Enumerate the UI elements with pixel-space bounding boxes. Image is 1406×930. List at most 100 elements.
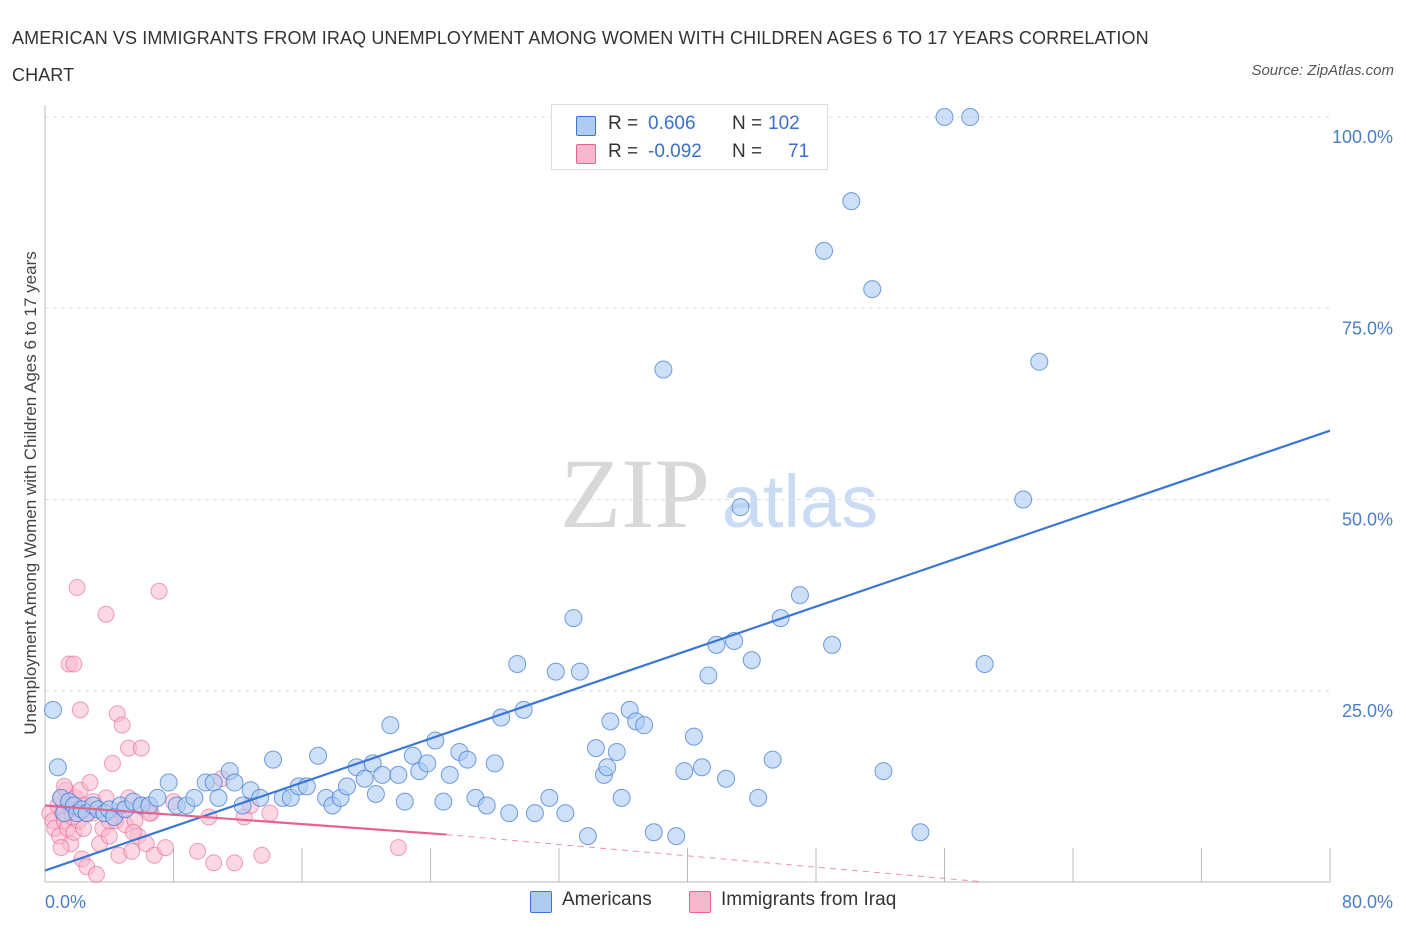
american-point	[477, 796, 496, 815]
american-point	[525, 804, 544, 823]
american-point	[556, 804, 575, 823]
american-point	[586, 739, 605, 758]
american-point	[863, 280, 882, 299]
iraq-point	[97, 605, 115, 623]
legend-swatch-blue	[576, 116, 596, 136]
american-point	[337, 777, 356, 796]
american-point	[148, 788, 167, 807]
american-point	[823, 635, 842, 654]
legend-label-americans: Americans	[562, 889, 652, 910]
american-point	[607, 742, 626, 761]
american-point	[731, 498, 750, 517]
source-credit: Source: ZipAtlas.com	[1251, 62, 1394, 79]
correlation-legend: R = 0.606 N = 102 R = -0.092 N = 71	[551, 104, 828, 170]
american-point	[395, 792, 414, 811]
y-tick-label: 75.0%	[1342, 318, 1393, 338]
american-point	[654, 360, 673, 379]
american-point	[612, 788, 631, 807]
american-point	[675, 762, 694, 781]
american-point	[44, 700, 63, 719]
american-point	[717, 769, 736, 788]
n-label: N =	[732, 141, 763, 162]
american-point	[1030, 352, 1049, 371]
american-point	[911, 823, 930, 842]
american-point	[209, 788, 228, 807]
n-value: 102	[768, 113, 800, 134]
american-point	[842, 192, 861, 211]
american-point	[763, 750, 782, 769]
iraq-points	[41, 578, 407, 883]
american-point	[564, 609, 583, 628]
american-point	[355, 769, 374, 788]
american-point	[692, 758, 711, 777]
american-point	[204, 773, 223, 792]
y-tick-label: 25.0%	[1342, 701, 1393, 721]
american-point	[707, 635, 726, 654]
iraq-point	[189, 842, 207, 860]
grid-lines	[45, 116, 1330, 692]
american-point	[403, 746, 422, 765]
american-point	[381, 716, 400, 735]
iraq-point	[68, 578, 86, 596]
iraq-point	[103, 754, 121, 772]
iraq-point	[123, 842, 141, 860]
american-point	[874, 762, 893, 781]
iraq-point	[71, 701, 89, 719]
american-point	[644, 823, 663, 842]
american-point	[935, 108, 954, 126]
american-point	[418, 754, 437, 773]
r-value: 0.606	[648, 113, 696, 134]
axes	[44, 105, 1331, 883]
iraq-point	[87, 865, 105, 883]
american-point	[578, 827, 597, 846]
trend-lines	[44, 429, 1331, 883]
american-point	[366, 785, 385, 804]
y-axis-label: Unemployment Among Women with Children A…	[21, 251, 40, 735]
american-point	[961, 108, 980, 126]
american-point	[225, 773, 244, 792]
iraq-point	[156, 839, 174, 857]
legend-label-iraq: Immigrants from Iraq	[721, 889, 897, 910]
american-point	[540, 788, 559, 807]
american-point	[185, 788, 204, 807]
iraq-point	[261, 804, 279, 822]
iraq-trend-line	[44, 804, 447, 836]
iraq-trend-extension	[446, 834, 985, 883]
watermark: ZIP atlas	[560, 438, 878, 549]
american-point	[508, 654, 527, 673]
american-point	[440, 765, 459, 784]
series-legend: Americans Immigrants from Iraq	[0, 888, 1406, 918]
iraq-point	[205, 854, 223, 872]
n-label: N =	[732, 113, 763, 134]
american-point	[742, 651, 761, 670]
american-point	[975, 654, 994, 673]
american-point	[598, 758, 617, 777]
american-point	[749, 788, 768, 807]
iraq-point	[65, 655, 83, 673]
american-point	[500, 804, 519, 823]
american-point	[309, 746, 328, 765]
americans-trend-line	[44, 429, 1331, 872]
american-point	[264, 750, 283, 769]
legend-swatch-iraq	[689, 891, 711, 913]
americans-points	[44, 108, 1049, 846]
american-point	[667, 827, 686, 846]
iraq-point	[253, 846, 271, 864]
american-point	[684, 727, 703, 746]
iraq-point	[81, 774, 99, 792]
iraq-point	[226, 854, 244, 872]
iraq-point	[52, 839, 70, 857]
american-point	[815, 241, 834, 260]
legend-swatch-pink	[576, 144, 596, 164]
y-tick-label: 50.0%	[1342, 510, 1393, 530]
iraq-point	[150, 582, 168, 600]
iraq-point	[132, 739, 150, 757]
x-tick-label: 0.0%	[45, 892, 86, 912]
y-tick-label: 100.0%	[1332, 127, 1393, 147]
tick-labels: 25.0% 50.0% 75.0% 100.0% 0.0% 80.0%	[45, 127, 1393, 912]
american-point	[601, 712, 620, 731]
american-point	[159, 773, 178, 792]
american-point	[373, 765, 392, 784]
x-tick-label: 80.0%	[1342, 892, 1393, 912]
